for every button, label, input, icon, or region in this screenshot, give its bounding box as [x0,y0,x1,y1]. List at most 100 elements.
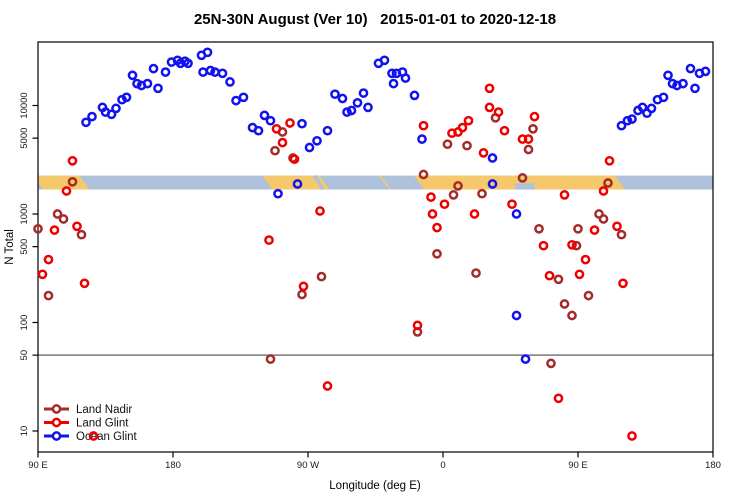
data-point-ocean-glint [417,134,427,144]
data-point-land-glint [298,281,309,292]
data-point-land-nadir [43,290,54,301]
legend-marker [51,404,62,414]
data-point-land-nadir [567,310,577,321]
y-tick-label: 500 [19,239,30,255]
data-point-land-nadir [418,169,429,180]
x-axis-ticks: 90 E 180 90 W 0 90 E 180 [28,452,721,471]
data-point-ocean-glint [342,107,352,117]
y-tick-label: 1000 [19,203,30,224]
data-point-land-nadir [432,248,442,259]
data-point-ocean-glint [487,179,498,189]
data-point-ocean-glint [253,125,264,136]
data-point-ocean-glint [690,83,700,94]
data-point-ocean-glint [87,111,97,122]
data-point-land-nadir [583,290,594,301]
data-point-land-glint [469,209,480,219]
data-point-ocean-glint [127,70,138,81]
y-tick-label: 10000 [19,92,30,118]
data-point-ocean-glint [142,78,153,89]
x-tick-label: 90 E [568,460,588,471]
land-band-segment [379,175,391,190]
data-point-land-glint [432,222,442,233]
data-point-land-glint [507,199,517,210]
data-points [33,47,711,441]
data-point-ocean-glint [183,58,193,69]
y-tick-label: 10 [19,426,30,437]
data-point-land-glint [604,155,615,166]
data-point-land-nadir [316,271,327,282]
legend-label: Ocean Glint [76,431,138,443]
data-point-land-nadir [603,178,613,188]
x-tick-label: 180 [165,460,181,471]
data-point-land-glint [271,123,282,134]
data-point-ocean-glint [616,120,627,131]
legend-label: Land Glint [76,418,129,430]
data-point-land-glint [618,278,628,289]
legend-marker [51,417,62,428]
data-point-ocean-glint [663,70,673,81]
data-point-ocean-glint [409,90,420,101]
data-point-ocean-glint [238,92,249,103]
data-point-ocean-glint [352,97,363,108]
data-point-land-glint [439,199,450,210]
data-point-ocean-glint [81,117,91,128]
data-point-ocean-glint [297,118,307,129]
data-point-land-glint [463,115,474,126]
data-point-land-glint [67,155,78,166]
y-axis-ticks: 10 50 100 500 1000 5000 10000 [19,92,38,436]
legend-marker [51,431,62,441]
y-axis-title: N Total [4,229,16,265]
data-point-ocean-glint [292,179,303,189]
data-point-land-nadir [58,214,69,224]
data-point-land-glint [289,154,300,165]
data-point-ocean-glint [106,109,117,120]
data-point-land-nadir [598,214,609,224]
data-point-ocean-glint [202,47,213,58]
data-point-land-glint [43,254,54,265]
data-point-ocean-glint [121,92,132,103]
data-point-ocean-glint [658,92,669,103]
data-point-land-glint [79,278,90,289]
data-point-ocean-glint [487,153,498,163]
data-point-land-nadir [67,176,78,187]
data-point-land-glint [49,225,60,235]
data-point-land-nadir [477,188,487,199]
data-point-land-glint [499,125,510,136]
data-point-land-nadir [462,140,472,151]
data-point-ocean-glint [363,102,373,113]
data-point-ocean-glint [678,78,688,89]
data-point-ocean-glint [387,68,397,79]
data-point-land-nadir [270,145,280,156]
data-point-land-nadir [33,223,43,234]
data-point-land-nadir [528,123,538,134]
data-point-ocean-glint [312,135,322,146]
data-point-land-glint [264,235,274,245]
data-point-land-nadir [553,274,564,285]
data-point-land-glint [612,221,622,232]
data-point-land-nadir [523,144,534,155]
data-point-land-glint [72,221,82,232]
data-point-land-glint [544,270,555,281]
data-point-land-nadir [616,229,627,240]
data-point-land-glint [418,120,429,131]
data-point-ocean-glint [520,354,531,364]
data-point-land-glint [484,102,495,113]
data-point-land-nadir [265,354,276,364]
data-point-land-glint [88,431,99,441]
data-point-land-glint [285,118,295,128]
ocean-notch-detail [515,183,535,190]
data-point-land-glint [523,134,534,144]
land-band-segment [414,175,625,190]
data-point-ocean-glint [388,78,399,89]
data-point-land-nadir [453,181,463,191]
data-point-land-glint [580,254,591,265]
data-point-ocean-glint [265,115,276,126]
data-point-land-nadir [76,229,87,240]
data-point-land-nadir [52,209,63,219]
y-tick-label: 5000 [19,128,30,149]
data-point-land-glint [589,225,600,235]
data-point-ocean-glint [685,63,696,74]
data-point-land-nadir [571,240,582,251]
